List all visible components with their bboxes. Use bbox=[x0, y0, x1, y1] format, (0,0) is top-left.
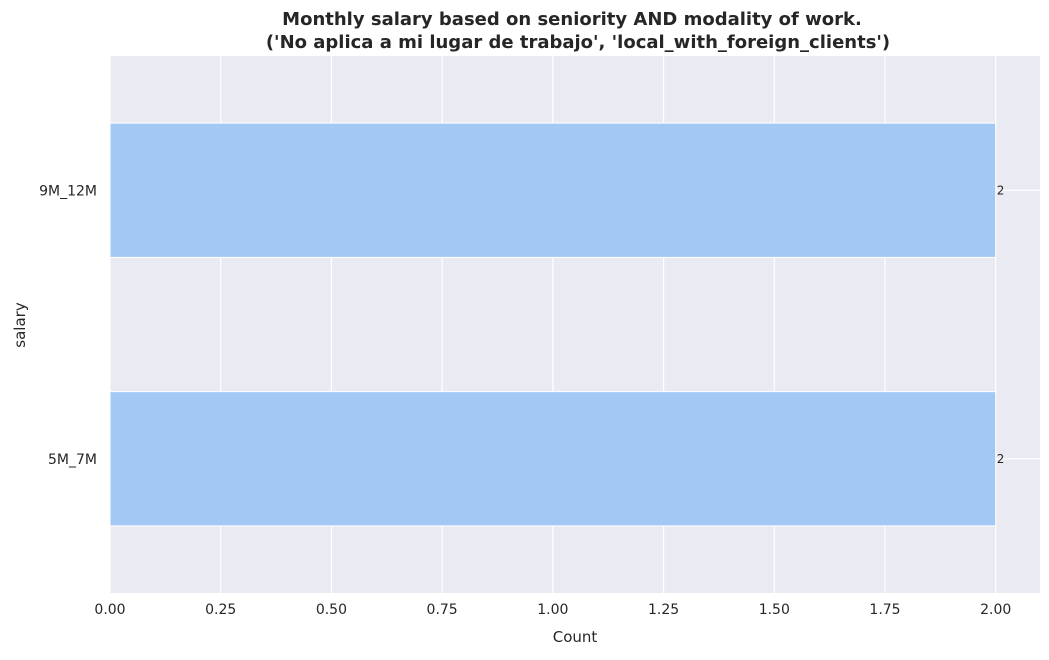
chart-title-line-2: ('No aplica a mi lugar de trabajo', 'loc… bbox=[266, 32, 890, 53]
x-tick-label: 0.50 bbox=[316, 602, 347, 618]
x-tick-labels: 0.00 0.25 0.50 0.75 1.00 1.25 1.50 1.75 2.00 bbox=[94, 602, 1011, 618]
x-tick-label: 1.25 bbox=[648, 602, 679, 618]
bar-9M_12M bbox=[109, 122, 997, 258]
x-tick-label: 0.75 bbox=[427, 602, 458, 618]
y-tick-label-9M_12M: 9M_12M bbox=[39, 183, 97, 199]
chart-title-line-1: Monthly salary based on seniority AND mo… bbox=[282, 9, 862, 30]
data-labels: 22 bbox=[997, 183, 1005, 466]
y-axis-label: salary bbox=[11, 302, 29, 348]
x-tick-label: 0.00 bbox=[94, 602, 125, 618]
x-tick-label: 2.00 bbox=[980, 602, 1011, 618]
bars bbox=[109, 122, 997, 527]
data-label-5M_7M: 2 bbox=[997, 452, 1005, 466]
x-tick-label: 1.75 bbox=[869, 602, 900, 618]
x-tick-label: 1.50 bbox=[759, 602, 790, 618]
x-tick-label: 0.25 bbox=[205, 602, 236, 618]
x-tick-label: 1.00 bbox=[537, 602, 568, 618]
x-axis-label: Count bbox=[553, 628, 598, 646]
data-label-9M_12M: 2 bbox=[997, 183, 1005, 197]
bar-5M_7M bbox=[109, 391, 997, 527]
y-tick-label-5M_7M: 5M_7M bbox=[48, 452, 97, 468]
y-tick-labels: 9M_12M 5M_7M bbox=[39, 183, 97, 468]
